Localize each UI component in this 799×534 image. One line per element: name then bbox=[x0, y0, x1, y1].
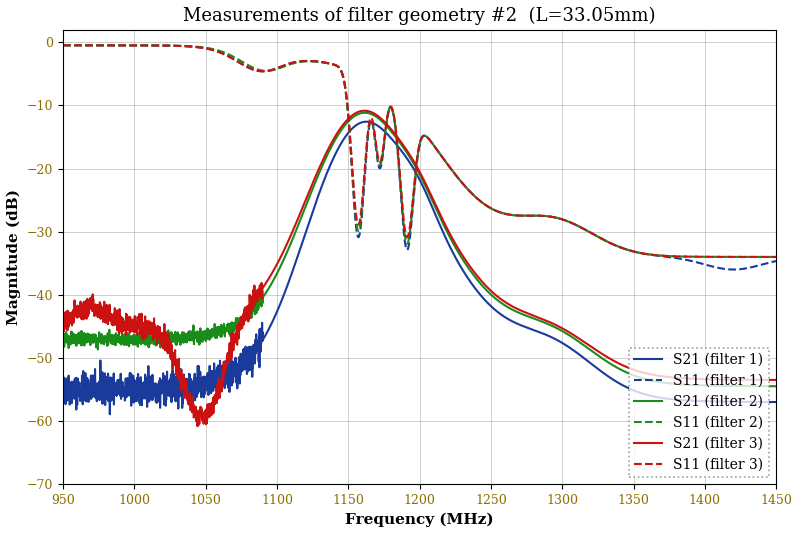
S21 (filter 3) bbox=[360, 107, 369, 114]
S21 (filter 3) bbox=[714, 376, 724, 383]
S21 (filter 3) bbox=[193, 423, 202, 429]
S11 (filter 3) bbox=[397, 197, 407, 203]
S11 (filter 1) bbox=[58, 42, 68, 49]
S21 (filter 2) bbox=[360, 109, 370, 116]
S21 (filter 2) bbox=[364, 110, 373, 116]
S21 (filter 1) bbox=[749, 399, 759, 405]
S11 (filter 2) bbox=[771, 254, 781, 260]
S11 (filter 3) bbox=[358, 192, 368, 199]
S21 (filter 2) bbox=[397, 143, 407, 149]
S21 (filter 1) bbox=[105, 411, 114, 418]
S11 (filter 3) bbox=[749, 254, 759, 260]
S11 (filter 1) bbox=[714, 265, 724, 271]
Title: Measurements of filter geometry #2  (L=33.05mm): Measurements of filter geometry #2 (L=33… bbox=[183, 7, 656, 25]
S21 (filter 2) bbox=[58, 340, 68, 346]
S21 (filter 3) bbox=[58, 317, 68, 324]
S11 (filter 1) bbox=[771, 258, 781, 264]
S21 (filter 2) bbox=[771, 383, 781, 389]
S21 (filter 3) bbox=[364, 108, 373, 114]
S11 (filter 1) bbox=[358, 202, 368, 209]
S21 (filter 2) bbox=[576, 340, 586, 347]
Line: S11 (filter 3): S11 (filter 3) bbox=[63, 45, 776, 257]
X-axis label: Frequency (MHz): Frequency (MHz) bbox=[345, 513, 494, 527]
S21 (filter 1) bbox=[58, 383, 68, 389]
S21 (filter 1) bbox=[397, 148, 407, 155]
S21 (filter 1) bbox=[714, 398, 724, 405]
S11 (filter 1) bbox=[397, 206, 407, 213]
S11 (filter 2) bbox=[714, 254, 724, 260]
S21 (filter 1) bbox=[362, 119, 372, 125]
S11 (filter 2) bbox=[364, 127, 373, 134]
S21 (filter 2) bbox=[749, 383, 759, 389]
Line: S21 (filter 3): S21 (filter 3) bbox=[63, 111, 776, 426]
S11 (filter 2) bbox=[397, 201, 407, 208]
Legend: S21 (filter 1), S11 (filter 1), S21 (filter 2), S11 (filter 2), S21 (filter 3), : S21 (filter 1), S11 (filter 1), S21 (fil… bbox=[629, 348, 769, 477]
S11 (filter 2) bbox=[58, 42, 68, 49]
S21 (filter 2) bbox=[358, 109, 368, 116]
S11 (filter 3) bbox=[364, 125, 373, 131]
S21 (filter 1) bbox=[358, 119, 368, 125]
Line: S11 (filter 2): S11 (filter 2) bbox=[63, 45, 776, 257]
S21 (filter 1) bbox=[577, 353, 586, 359]
S21 (filter 3) bbox=[397, 140, 407, 147]
Line: S21 (filter 1): S21 (filter 1) bbox=[63, 122, 776, 414]
S11 (filter 1) bbox=[364, 129, 373, 136]
S21 (filter 3) bbox=[358, 107, 368, 114]
S11 (filter 3) bbox=[714, 254, 724, 260]
S21 (filter 2) bbox=[714, 382, 724, 389]
S11 (filter 1) bbox=[729, 266, 738, 273]
S21 (filter 1) bbox=[771, 399, 781, 405]
S21 (filter 3) bbox=[577, 337, 586, 343]
S11 (filter 1) bbox=[576, 224, 586, 231]
Line: S11 (filter 1): S11 (filter 1) bbox=[63, 45, 776, 270]
Y-axis label: Magnitude (dB): Magnitude (dB) bbox=[7, 189, 22, 325]
S21 (filter 3) bbox=[771, 377, 781, 383]
S11 (filter 2) bbox=[749, 254, 759, 260]
S11 (filter 1) bbox=[749, 263, 759, 270]
S21 (filter 3) bbox=[749, 376, 759, 383]
S21 (filter 1) bbox=[364, 119, 373, 125]
S11 (filter 3) bbox=[771, 254, 781, 260]
Line: S21 (filter 2): S21 (filter 2) bbox=[63, 113, 776, 386]
S11 (filter 3) bbox=[576, 224, 586, 231]
S11 (filter 2) bbox=[576, 224, 586, 231]
S11 (filter 2) bbox=[358, 198, 368, 204]
S11 (filter 3) bbox=[58, 42, 68, 49]
